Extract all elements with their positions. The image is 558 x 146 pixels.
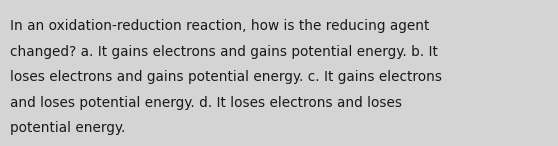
Text: potential energy.: potential energy. [10, 121, 126, 135]
Text: In an oxidation-reduction reaction, how is the reducing agent: In an oxidation-reduction reaction, how … [10, 19, 430, 33]
Text: and loses potential energy. d. It loses electrons and loses: and loses potential energy. d. It loses … [10, 96, 402, 110]
Text: changed? a. It gains electrons and gains potential energy. b. It: changed? a. It gains electrons and gains… [10, 45, 438, 59]
Text: loses electrons and gains potential energy. c. It gains electrons: loses electrons and gains potential ener… [10, 70, 442, 84]
